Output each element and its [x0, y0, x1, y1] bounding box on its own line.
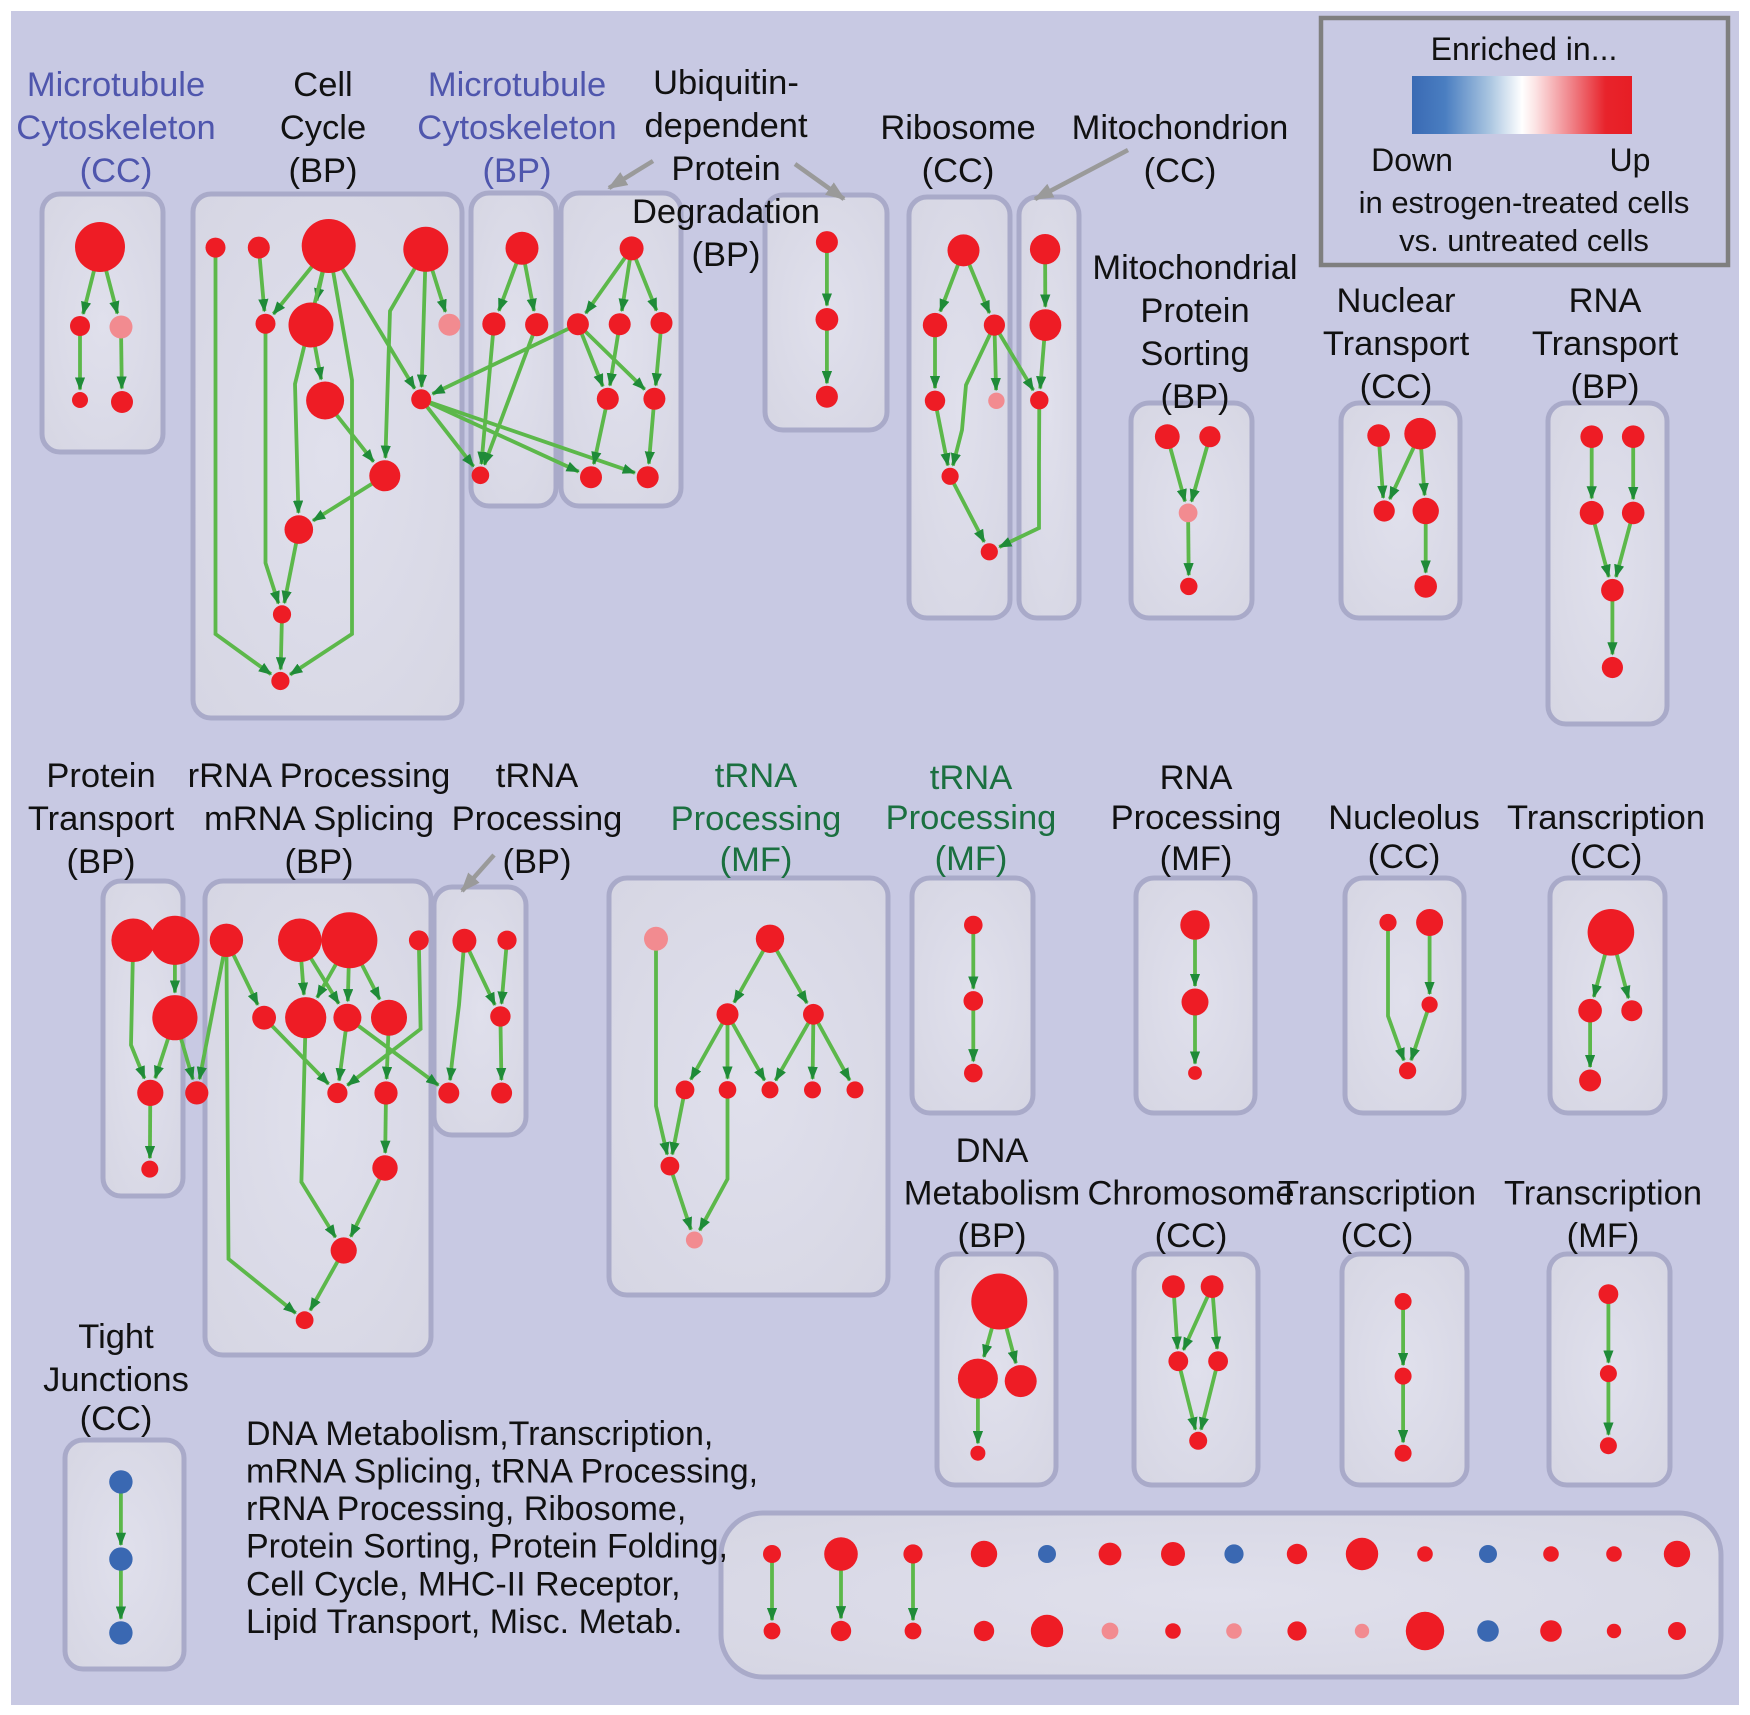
svg-text:RNA: RNA: [1569, 282, 1642, 320]
svg-text:(BP): (BP): [503, 843, 572, 881]
svg-text:RNA: RNA: [1160, 759, 1233, 797]
svg-text:(BP): (BP): [67, 843, 136, 881]
svg-text:Transport: Transport: [28, 800, 175, 838]
svg-text:tRNA: tRNA: [496, 757, 578, 795]
svg-text:Tight: Tight: [78, 1318, 154, 1356]
svg-text:(BP): (BP): [1161, 378, 1230, 416]
svg-text:Cytoskeleton: Cytoskeleton: [417, 109, 616, 147]
svg-text:Processing: Processing: [671, 800, 842, 838]
svg-text:mRNA Splicing: mRNA Splicing: [204, 800, 434, 838]
svg-text:Cell: Cell: [293, 66, 352, 104]
svg-text:Protein: Protein: [1140, 292, 1249, 330]
svg-text:Cycle: Cycle: [280, 109, 366, 147]
svg-text:Ubiquitin-: Ubiquitin-: [653, 64, 799, 102]
svg-text:Protein: Protein: [46, 757, 155, 795]
svg-text:Up: Up: [1610, 142, 1651, 178]
svg-text:(BP): (BP): [289, 152, 358, 190]
svg-text:Ribosome: Ribosome: [880, 109, 1035, 147]
svg-text:(MF): (MF): [1160, 840, 1233, 878]
svg-text:(CC): (CC): [1144, 152, 1217, 190]
svg-text:(CC): (CC): [80, 152, 153, 190]
svg-text:(CC): (CC): [1360, 368, 1433, 406]
svg-text:Cell Cycle, MHC-II Receptor,: Cell Cycle, MHC-II Receptor,: [246, 1565, 681, 1603]
svg-text:Enriched in...: Enriched in...: [1431, 31, 1618, 67]
svg-text:vs. untreated cells: vs. untreated cells: [1399, 223, 1649, 258]
svg-text:(BP): (BP): [692, 236, 761, 274]
svg-text:(CC): (CC): [1155, 1217, 1228, 1255]
svg-text:Processing: Processing: [886, 799, 1057, 837]
svg-text:Protein Sorting, Protein Foldi: Protein Sorting, Protein Folding,: [246, 1528, 728, 1566]
svg-text:(CC): (CC): [80, 1400, 153, 1438]
svg-text:tRNA: tRNA: [930, 759, 1012, 797]
svg-text:Protein: Protein: [671, 150, 780, 188]
svg-text:Nuclear: Nuclear: [1337, 282, 1456, 320]
svg-text:Transcription: Transcription: [1504, 1175, 1702, 1213]
svg-text:(MF): (MF): [935, 840, 1008, 878]
svg-text:Microtubule: Microtubule: [27, 66, 205, 104]
svg-text:(CC): (CC): [1570, 838, 1643, 876]
svg-text:rRNA Processing, Ribosome,: rRNA Processing, Ribosome,: [246, 1490, 686, 1528]
svg-text:(CC): (CC): [1341, 1217, 1414, 1255]
svg-text:(BP): (BP): [285, 843, 354, 881]
svg-text:in estrogen-treated cells: in estrogen-treated cells: [1359, 185, 1690, 220]
svg-text:Nucleolus: Nucleolus: [1328, 799, 1480, 837]
svg-text:Mitochondrion: Mitochondrion: [1072, 109, 1289, 147]
svg-text:rRNA Processing: rRNA Processing: [188, 757, 451, 795]
svg-text:Chromosome: Chromosome: [1087, 1175, 1294, 1213]
svg-text:Transcription: Transcription: [1278, 1175, 1476, 1213]
svg-text:(BP): (BP): [483, 152, 552, 190]
svg-text:DNA Metabolism,Transcription,: DNA Metabolism,Transcription,: [246, 1415, 713, 1453]
svg-text:Processing: Processing: [1111, 799, 1282, 837]
svg-text:dependent: dependent: [644, 107, 807, 145]
svg-text:(BP): (BP): [1571, 368, 1640, 406]
svg-text:Degradation: Degradation: [632, 193, 820, 231]
svg-text:DNA: DNA: [956, 1132, 1029, 1170]
svg-text:(CC): (CC): [1368, 838, 1441, 876]
svg-text:(CC): (CC): [922, 152, 995, 190]
svg-text:(MF): (MF): [720, 841, 793, 879]
svg-text:Metabolism: Metabolism: [904, 1175, 1080, 1213]
svg-text:Transcription: Transcription: [1507, 799, 1705, 837]
svg-text:Lipid Transport, Misc. Metab.: Lipid Transport, Misc. Metab.: [246, 1603, 683, 1641]
svg-text:Transport: Transport: [1323, 325, 1470, 363]
svg-text:Junctions: Junctions: [43, 1361, 189, 1399]
svg-text:Microtubule: Microtubule: [428, 66, 606, 104]
svg-text:Transport: Transport: [1532, 325, 1679, 363]
svg-text:Mitochondrial: Mitochondrial: [1092, 249, 1297, 287]
svg-text:Processing: Processing: [452, 800, 623, 838]
svg-text:Cytoskeleton: Cytoskeleton: [16, 109, 215, 147]
svg-text:Sorting: Sorting: [1140, 335, 1249, 373]
svg-text:(BP): (BP): [958, 1217, 1027, 1255]
svg-text:tRNA: tRNA: [715, 757, 797, 795]
svg-text:(MF): (MF): [1567, 1217, 1640, 1255]
svg-text:mRNA Splicing, tRNA Processing: mRNA Splicing, tRNA Processing,: [246, 1452, 758, 1490]
svg-text:Down: Down: [1371, 142, 1453, 178]
